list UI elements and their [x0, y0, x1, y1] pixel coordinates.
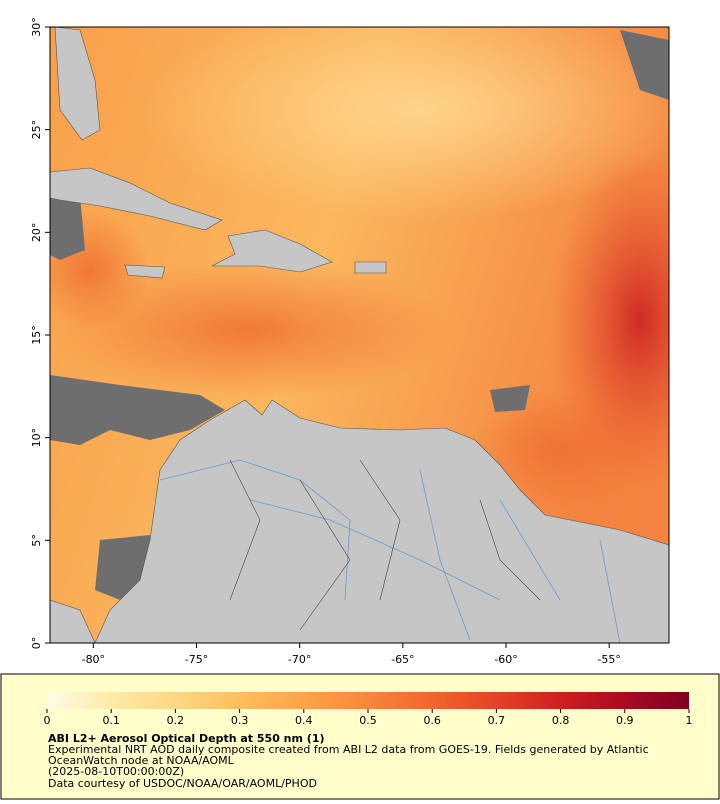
lat-tick-label: 5°	[30, 534, 43, 547]
lat-tick-label: 25°	[30, 120, 43, 140]
no-data	[50, 190, 85, 260]
lon-tick-label: -75°	[185, 653, 208, 666]
colorbar-ticks: 0 0.1 0.2 0.3 0.4 0.5 0.6 0.7 0.8 0.9 1	[44, 709, 693, 727]
aod-field	[50, 260, 450, 400]
map-area	[50, 27, 669, 643]
colorbar-tick-label: 0.6	[423, 714, 441, 727]
lat-tick-label: 0°	[30, 637, 43, 650]
legend-title: ABI L2+ Aerosol Optical Depth at 550 nm …	[48, 732, 325, 745]
no-data	[50, 375, 225, 445]
no-data	[490, 385, 530, 412]
colorbar-tick-label: 1	[686, 714, 693, 727]
lat-tick-label: 10°	[30, 428, 43, 448]
puerto-rico	[354, 261, 387, 274]
legend-line: Experimental NRT AOD daily composite cre…	[48, 743, 649, 756]
colorbar-tick-label: 0.1	[102, 714, 120, 727]
lon-tick-label: -65°	[391, 653, 414, 666]
axes: 0° 5° 10° 15° 20° 25° 30° -80° -75° -70° -65° -60° -…	[30, 17, 621, 666]
lat-tick-label: 30°	[30, 17, 43, 37]
aod-field	[470, 390, 650, 510]
legend-line: OceanWatch node at NOAA/AOML	[48, 754, 235, 767]
colorbar-tick-label: 0.3	[231, 714, 249, 727]
lat-tick-label: 15°	[30, 325, 43, 345]
lon-tick-label: -55°	[597, 653, 620, 666]
legend-line: Data courtesy of USDOC/NOAA/OAR/AOML/PHO…	[48, 777, 317, 790]
colorbar-tick-label: 0	[44, 714, 51, 727]
colorbar-tick-label: 0.9	[616, 714, 634, 727]
lon-tick-label: -70°	[288, 653, 311, 666]
florida	[54, 27, 101, 141]
no-data	[620, 30, 669, 100]
legend-line: (2025-08-10T00:00:00Z)	[48, 765, 184, 778]
colorbar-tick-label: 0.2	[167, 714, 185, 727]
hispaniola	[211, 229, 333, 273]
central-america	[50, 599, 96, 643]
aod-field	[140, 27, 669, 220]
cuba	[50, 167, 223, 231]
colorbar-tick-label: 0.7	[488, 714, 506, 727]
lon-tick-label: -80°	[82, 653, 105, 666]
colorbar-tick-label: 0.5	[359, 714, 377, 727]
colorbar	[47, 692, 689, 709]
lon-tick-label: -60°	[494, 653, 517, 666]
jamaica	[124, 264, 166, 279]
lat-tick-label: 20°	[30, 223, 43, 243]
colorbar-tick-label: 0.4	[295, 714, 313, 727]
colorbar-tick-label: 0.8	[552, 714, 570, 727]
borders	[229, 459, 541, 631]
